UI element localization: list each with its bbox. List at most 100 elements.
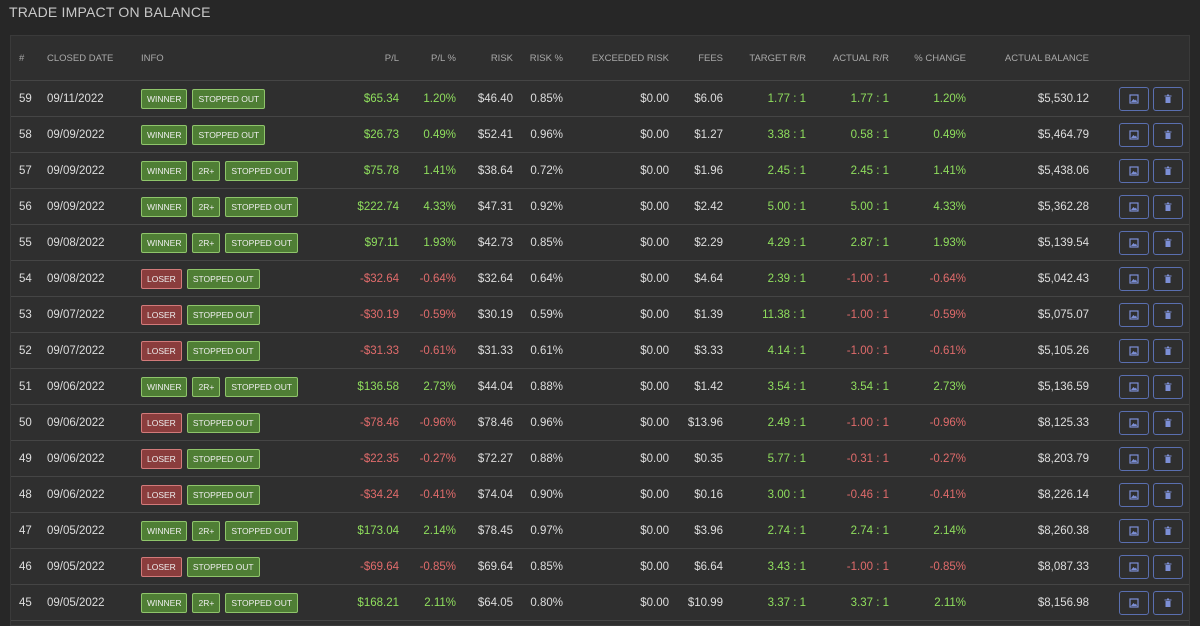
cell-value: 5.77 : 1 (767, 452, 806, 465)
cell-value: $0.00 (640, 272, 669, 285)
image-button[interactable] (1119, 518, 1149, 543)
delete-button[interactable] (1153, 374, 1183, 399)
cell-value: $5,075.07 (1037, 308, 1089, 321)
cell-value: 2.74 : 1 (850, 524, 889, 537)
cell-value: $26.73 (363, 128, 399, 141)
column-header: RISK (490, 52, 513, 64)
image-button[interactable] (1119, 122, 1149, 147)
image-button[interactable] (1119, 374, 1149, 399)
cell-value: 09/11/2022 (47, 92, 104, 105)
column-header: ACTUAL BALANCE (1004, 52, 1089, 64)
trade-row: 57 09/09/2022 WINNER 2R+ STOPPED OUT $75.78 1.… (11, 153, 1189, 189)
trade-row: 53 09/07/2022 LOSER STOPPED OUT -$30.19 -0.59… (11, 297, 1189, 333)
delete-button[interactable] (1153, 482, 1183, 507)
tag: WINNER (141, 376, 188, 397)
delete-button[interactable] (1153, 194, 1183, 219)
delete-button[interactable] (1153, 554, 1183, 579)
trash-icon (1164, 454, 1172, 463)
delete-button[interactable] (1153, 302, 1183, 327)
actions (1091, 482, 1191, 507)
cell-value: -0.59% (419, 308, 456, 321)
cell-value: 0.88% (530, 452, 563, 465)
delete-button[interactable] (1153, 410, 1183, 435)
image-button[interactable] (1119, 554, 1149, 579)
delete-button[interactable] (1153, 158, 1183, 183)
tag: STOPPED OUT (225, 232, 299, 253)
image-button[interactable] (1119, 482, 1149, 507)
image-button[interactable] (1119, 158, 1149, 183)
cell-value: 1.77 : 1 (767, 92, 806, 105)
delete-button[interactable] (1153, 266, 1183, 291)
cell-value: -$78.46 (359, 416, 399, 429)
cell-value: 4.33% (423, 200, 456, 213)
cell-value: -0.64% (929, 272, 966, 285)
delete-button[interactable] (1153, 590, 1183, 615)
cell-value: $32.64 (477, 272, 513, 285)
cell-value: $10.99 (687, 596, 723, 609)
cell-value: -0.59% (929, 308, 966, 321)
image-button[interactable] (1119, 86, 1149, 111)
image-button[interactable] (1119, 446, 1149, 471)
cell-value: -0.27% (419, 452, 456, 465)
cell-value: $3.33 (694, 344, 723, 357)
info-cell: WINNER STOPPED OUT (136, 88, 331, 109)
info-cell: WINNER 2R+ STOPPED OUT (136, 232, 331, 253)
cell-value: $13.96 (687, 416, 723, 429)
trash-icon (1164, 310, 1172, 319)
cell-value: 09/08/2022 (47, 272, 105, 285)
cell-value: 3.54 : 1 (850, 380, 889, 393)
cell-value: $8,087.33 (1037, 560, 1089, 573)
image-button[interactable] (1119, 410, 1149, 435)
trash-icon (1164, 94, 1172, 103)
delete-button[interactable] (1153, 518, 1183, 543)
image-button[interactable] (1119, 266, 1149, 291)
delete-button[interactable] (1153, 86, 1183, 111)
cell-value: -$31.33 (359, 344, 399, 357)
column-header: INFO (141, 52, 164, 64)
cell-value: 46 (19, 560, 32, 573)
cell-value: 09/05/2022 (47, 560, 105, 573)
tag: 2R+ (192, 520, 221, 541)
image-icon (1129, 345, 1139, 356)
image-button[interactable] (1119, 230, 1149, 255)
cell-value: -0.41% (419, 488, 456, 501)
cell-value: 2.73% (933, 380, 966, 393)
image-button[interactable] (1119, 194, 1149, 219)
delete-button[interactable] (1153, 230, 1183, 255)
cell-value: $69.64 (477, 560, 513, 573)
actions (1091, 374, 1191, 399)
cell-value: $5,530.12 (1037, 92, 1089, 105)
tag: WINNER (141, 592, 188, 613)
image-button[interactable] (1119, 590, 1149, 615)
cell-value: $42.73 (477, 236, 513, 249)
trash-icon (1164, 274, 1172, 283)
cell-value: $5,042.43 (1037, 272, 1089, 285)
tag: WINNER (141, 124, 188, 145)
image-button[interactable] (1119, 302, 1149, 327)
cell-value: 4.33% (933, 200, 966, 213)
image-icon (1129, 381, 1139, 392)
header-row: # CLOSED DATE INFO P/L P/L % RISK RISK % EXCEED… (11, 36, 1189, 81)
cell-value: 2.45 : 1 (850, 164, 889, 177)
cell-value: 0.96% (530, 416, 563, 429)
info-cell: LOSER STOPPED OUT (136, 412, 331, 433)
trade-row: 48 09/06/2022 LOSER STOPPED OUT -$34.24 -0.41… (11, 477, 1189, 513)
cell-value: $5,362.28 (1037, 200, 1089, 213)
cell-value: $64.05 (477, 596, 513, 609)
delete-button[interactable] (1153, 122, 1183, 147)
cell-value: 59 (19, 92, 32, 105)
cell-value: $0.00 (640, 380, 669, 393)
cell-value: $3.96 (694, 524, 723, 537)
column-header: P/L % (431, 52, 456, 64)
cell-value: 47 (19, 524, 32, 537)
cell-value: 4.29 : 1 (767, 236, 806, 249)
cell-value: 0.58 : 1 (850, 128, 889, 141)
trash-icon (1164, 130, 1172, 139)
image-button[interactable] (1119, 338, 1149, 363)
cell-value: 52 (19, 344, 32, 357)
delete-button[interactable] (1153, 446, 1183, 471)
tag: LOSER (141, 412, 182, 433)
cell-value: -0.96% (419, 416, 456, 429)
delete-button[interactable] (1153, 338, 1183, 363)
cell-value: $78.46 (477, 416, 513, 429)
